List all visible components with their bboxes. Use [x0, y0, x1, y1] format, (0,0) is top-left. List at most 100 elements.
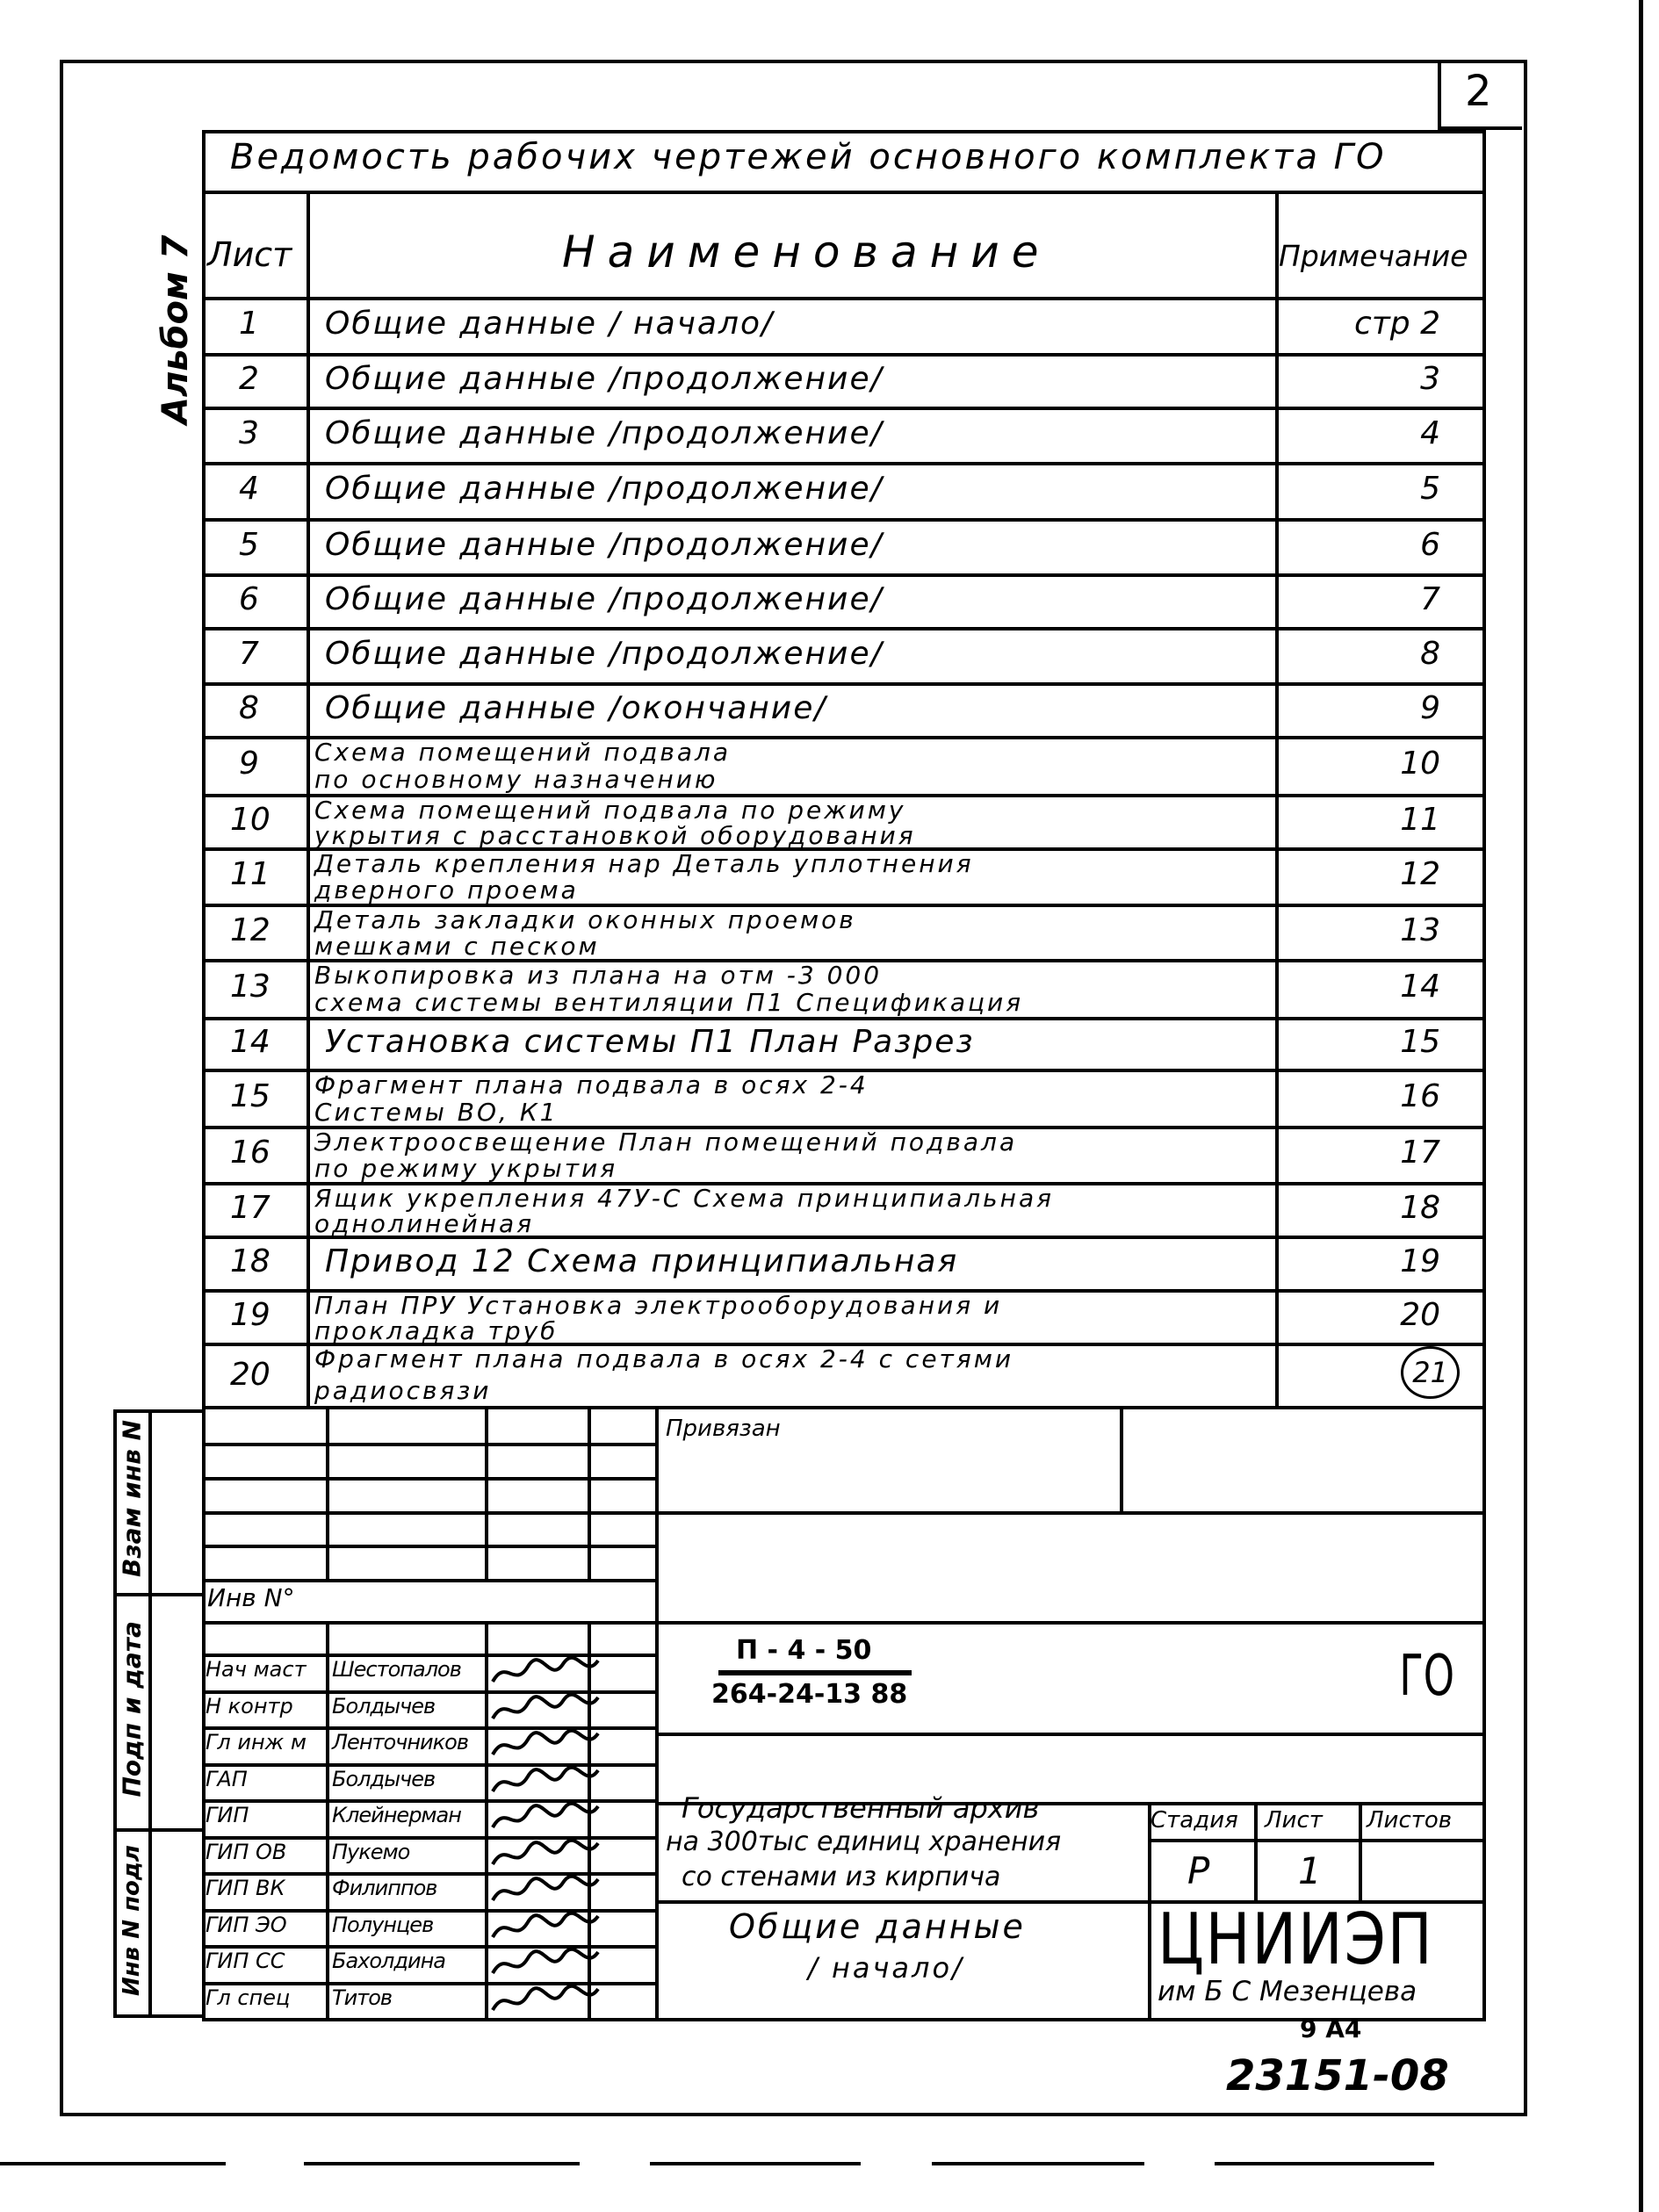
- divider: [1148, 1839, 1486, 1842]
- signatory-name: Шестопалов: [332, 1657, 462, 1682]
- right-edge-line: [1639, 0, 1643, 2212]
- row-note: 10: [1400, 746, 1440, 782]
- divider: [655, 1733, 1486, 1736]
- row-sheet: 15: [230, 1077, 270, 1114]
- project-title-2: на 300тыс единиц хранения: [666, 1827, 1062, 1857]
- row-name: Фрагмент плана подвала в осях 2-4 с сетя…: [314, 1344, 1014, 1373]
- divider: [1148, 1802, 1151, 2018]
- stamp-replaced-inv: Взам инв N: [117, 1420, 147, 1578]
- table-title: Ведомость рабочих чертежей основного ком…: [230, 137, 1387, 177]
- row-divider: [202, 518, 1486, 522]
- stage-header: Стадия: [1150, 1807, 1238, 1834]
- row-sheet: 14: [230, 1023, 270, 1060]
- header-sheet: Лист: [207, 235, 292, 274]
- row-name: однолинейная: [314, 1208, 535, 1238]
- scan-line: [0, 2162, 226, 2165]
- signatory-name: Филиппов: [332, 1876, 437, 1900]
- sheet-value: 1: [1298, 1849, 1322, 1892]
- row-divider: [202, 847, 1486, 851]
- sheet-title-1: Общие данные: [729, 1907, 1026, 1946]
- signature-scribble: [491, 1874, 600, 1902]
- row-note: 17: [1400, 1135, 1440, 1171]
- signature-scribble: [491, 1947, 600, 1975]
- row-name: Общие данные /окончание/: [325, 689, 827, 726]
- divider: [202, 1545, 655, 1548]
- row-sheet: 19: [230, 1296, 270, 1333]
- signatory-role: ГИП ОВ: [206, 1839, 287, 1864]
- row-divider: [202, 794, 1486, 797]
- row-divider: [202, 959, 1486, 962]
- row-name: мешками с песком: [314, 931, 600, 961]
- designation-line1: П - 4 - 50: [736, 1635, 872, 1666]
- row-divider: [202, 1343, 1486, 1346]
- signature-scribble: [491, 1692, 600, 1719]
- project-title-1: Государственный архив: [682, 1791, 1040, 1825]
- divider: [307, 191, 310, 1409]
- row-note: 6: [1420, 526, 1440, 563]
- divider: [202, 1726, 655, 1730]
- divider: [655, 1900, 1486, 1904]
- divider: [1254, 1802, 1258, 1900]
- row-name: Системы ВО, К1: [314, 1097, 559, 1127]
- row-sheet: 12: [230, 911, 270, 948]
- row-sheet: 7: [239, 635, 259, 672]
- row-note: 18: [1400, 1189, 1440, 1226]
- divider: [655, 1802, 1486, 1805]
- divider: [202, 1690, 655, 1694]
- row-name: Деталь крепления нар Деталь уплотнения: [314, 849, 974, 878]
- row-divider: [202, 682, 1486, 686]
- signatory-name: Ленточников: [332, 1730, 469, 1754]
- signature-scribble: [491, 1655, 600, 1683]
- row-name: Деталь закладки оконных проемов: [314, 905, 856, 934]
- row-sheet: 18: [230, 1243, 270, 1279]
- row-note: 14: [1400, 969, 1440, 1005]
- row-name: укрытия с расстановкой оборудования: [314, 820, 916, 850]
- row-name: Схема помещений подвала: [314, 738, 732, 767]
- row-name: радиосвязи: [314, 1376, 492, 1405]
- row-note: 16: [1400, 1077, 1440, 1114]
- row-divider: [202, 627, 1486, 630]
- divider: [202, 1762, 655, 1767]
- divider: [202, 1835, 655, 1840]
- signatory-name: Болдычев: [332, 1693, 436, 1718]
- divider: [202, 1621, 1486, 1625]
- divider: [202, 1443, 655, 1446]
- scan-line: [1215, 2162, 1434, 2165]
- sheets-header: Листов: [1367, 1807, 1453, 1834]
- signatory-name: Полунцев: [332, 1912, 434, 1937]
- divider: [202, 1872, 655, 1876]
- row-name: Общие данные /продолжение/: [325, 471, 884, 507]
- row-divider: [202, 736, 1486, 739]
- organization-name: ЦНИИЭП: [1158, 1899, 1434, 1980]
- row-sheet: 9: [239, 746, 259, 782]
- row-note: 5: [1420, 471, 1440, 507]
- signatory-role: Гл инж м: [206, 1730, 307, 1754]
- divider: [1275, 191, 1279, 1409]
- signatory-role: ГИП СС: [206, 1949, 285, 1973]
- divider: [588, 1409, 591, 1579]
- format-label: 9 А4: [1300, 2014, 1362, 2043]
- row-name: Схема помещений подвала по режиму: [314, 796, 906, 825]
- row-divider: [202, 407, 1486, 410]
- stamp-inv-original: Инв N подл: [119, 1845, 145, 1996]
- album-label: Альбом 7: [155, 234, 196, 424]
- stage-value: Р: [1187, 1849, 1210, 1892]
- row-sheet: 13: [230, 969, 270, 1005]
- row-note: 13: [1400, 911, 1440, 948]
- row-divider: [202, 1182, 1486, 1185]
- row-sheet: 16: [230, 1135, 270, 1171]
- row-divider: [202, 904, 1486, 907]
- row-note: 4: [1420, 414, 1440, 451]
- row-sheet: 6: [239, 580, 259, 617]
- signature-scribble: [491, 1838, 600, 1865]
- inv-label: Инв N°: [207, 1583, 295, 1612]
- signature-scribble: [491, 1911, 600, 1938]
- signature-scribble: [491, 1984, 600, 2011]
- row-sheet: 8: [239, 689, 259, 726]
- row-sheet: 20: [230, 1357, 270, 1393]
- signatory-name: Клейнерман: [332, 1803, 462, 1827]
- row-name: Ящик укрепления 47У-С Схема принципиальн…: [314, 1184, 1054, 1213]
- signatory-name: Титов: [332, 1985, 393, 2010]
- sheet-title-2: / начало/: [808, 1951, 964, 1985]
- row-name: План ПРУ Установка электрооборудования и: [314, 1291, 1003, 1320]
